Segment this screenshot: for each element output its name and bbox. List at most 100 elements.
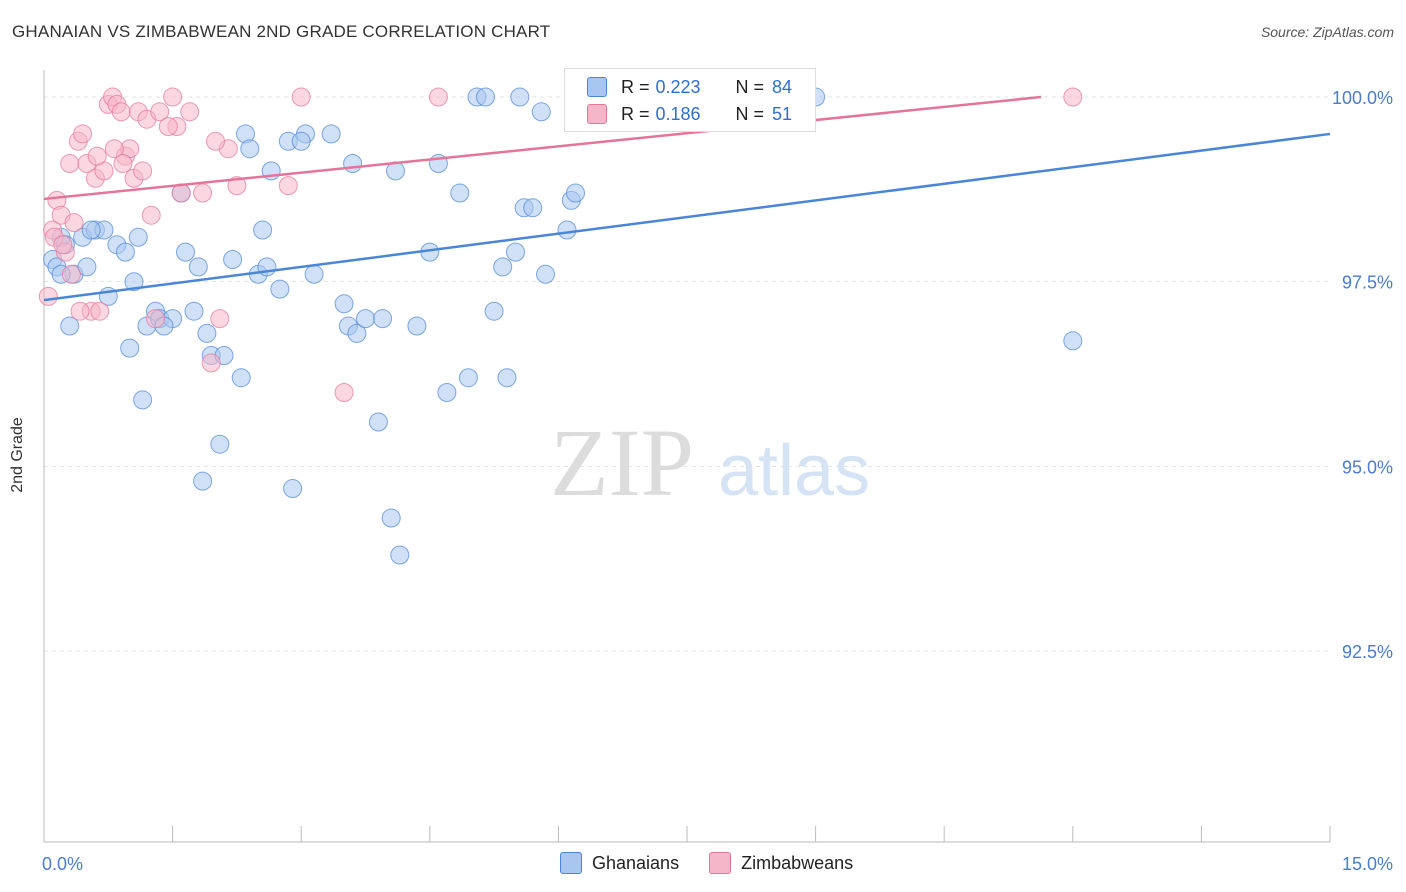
point-zimbabweans xyxy=(146,309,165,329)
point-ghanaians xyxy=(223,250,243,269)
point-ghanaians xyxy=(253,220,273,240)
point-ghanaians xyxy=(536,264,555,284)
series-ghanaians-points xyxy=(43,87,1083,565)
legend-swatch-ghanaians xyxy=(587,77,607,97)
x-tick-marks xyxy=(43,826,1331,842)
y-tick-labels: 100.0% 97.5% 95.0% 92.5% xyxy=(1332,88,1393,662)
point-zimbabweans xyxy=(334,383,354,402)
point-ghanaians xyxy=(270,279,290,299)
point-ghanaians xyxy=(356,309,375,329)
point-ghanaians xyxy=(115,242,135,262)
point-ghanaians xyxy=(81,220,101,240)
stats-legend: R = 0.223 N = 84 R = 0.186 N = 51 xyxy=(564,68,816,132)
point-ghanaians xyxy=(133,390,153,410)
legend-item-zimbabweans[interactable]: Zimbabweans xyxy=(709,852,853,874)
series-legend: Ghanaians Zimbabweans xyxy=(560,852,883,874)
point-zimbabweans xyxy=(70,301,90,321)
point-ghanaians xyxy=(506,242,525,262)
legend-row-ghanaians: R = 0.223 N = 84 xyxy=(587,75,792,99)
series-zimbabweans-points xyxy=(38,87,1083,402)
point-ghanaians xyxy=(291,131,311,151)
x-tick-label-min: 0.0% xyxy=(42,854,83,874)
point-ghanaians xyxy=(120,338,140,358)
trend-lines xyxy=(43,95,1331,302)
point-ghanaians xyxy=(184,301,204,321)
point-zimbabweans xyxy=(38,286,58,306)
source-credit: Source: ZipAtlas.com xyxy=(1260,24,1394,40)
legend-label-zimbabweans: Zimbabweans xyxy=(741,852,854,873)
point-ghanaians xyxy=(368,412,388,432)
point-zimbabweans xyxy=(150,102,170,122)
point-ghanaians xyxy=(390,545,410,565)
point-ghanaians xyxy=(476,87,495,107)
point-ghanaians xyxy=(407,316,427,336)
watermark-zip: ZIP xyxy=(550,409,694,516)
point-zimbabweans xyxy=(104,139,124,159)
legend-swatch-zimbabweans xyxy=(587,104,607,124)
point-ghanaians xyxy=(231,368,251,388)
point-zimbabweans xyxy=(61,264,81,284)
point-ghanaians xyxy=(193,471,213,491)
point-zimbabweans xyxy=(53,235,73,255)
point-ghanaians xyxy=(1063,331,1083,351)
point-zimbabweans xyxy=(113,154,133,173)
point-ghanaians xyxy=(510,87,530,107)
legend-swatch-zimbabweans xyxy=(709,852,732,874)
legend-n-label: N = xyxy=(735,103,765,124)
point-ghanaians xyxy=(304,264,324,284)
point-ghanaians xyxy=(458,368,478,388)
x-tick-label-max: 15.0% xyxy=(1342,854,1393,874)
point-ghanaians xyxy=(343,154,363,173)
legend-r-value: 0.223 xyxy=(655,76,701,97)
point-zimbabweans xyxy=(291,87,311,107)
point-ghanaians xyxy=(531,102,551,122)
point-zimbabweans xyxy=(278,176,298,196)
point-zimbabweans xyxy=(133,161,153,181)
chart-title: GHANAIAN VS ZIMBABWEAN 2ND GRADE CORRELA… xyxy=(12,22,551,41)
y-tick-label: 97.5% xyxy=(1342,273,1393,293)
point-ghanaians xyxy=(557,220,577,240)
y-tick-label: 92.5% xyxy=(1342,642,1393,662)
point-zimbabweans xyxy=(141,205,161,225)
point-zimbabweans xyxy=(180,102,200,122)
point-zimbabweans xyxy=(201,353,221,373)
y-tick-label: 100.0% xyxy=(1332,88,1393,108)
legend-row-zimbabweans: R = 0.186 N = 51 xyxy=(587,102,792,126)
trend-line-zimbabweans xyxy=(43,95,1042,201)
legend-swatch-ghanaians xyxy=(560,852,582,874)
legend-item-ghanaians[interactable]: Ghanaians xyxy=(560,852,679,874)
point-ghanaians xyxy=(566,183,585,203)
point-ghanaians xyxy=(128,227,148,247)
legend-n-value: 51 xyxy=(772,103,793,124)
point-ghanaians xyxy=(124,272,144,292)
point-zimbabweans xyxy=(87,146,107,166)
y-tick-label: 95.0% xyxy=(1342,457,1393,477)
point-ghanaians xyxy=(437,383,457,402)
point-zimbabweans xyxy=(64,213,84,233)
point-zimbabweans xyxy=(158,117,178,136)
legend-label-ghanaians: Ghanaians xyxy=(592,852,680,873)
point-ghanaians xyxy=(210,434,230,454)
point-ghanaians xyxy=(240,139,260,159)
trend-line-ghanaians xyxy=(43,132,1331,302)
point-zimbabweans xyxy=(60,154,80,173)
point-zimbabweans xyxy=(90,301,110,321)
point-ghanaians xyxy=(283,479,303,498)
point-zimbabweans xyxy=(210,309,230,329)
point-zimbabweans xyxy=(163,87,183,107)
point-zimbabweans xyxy=(428,87,448,107)
point-ghanaians xyxy=(347,323,367,343)
point-ghanaians xyxy=(197,323,217,343)
point-zimbabweans xyxy=(206,131,225,151)
legend-n-label: N = xyxy=(735,76,765,97)
point-ghanaians xyxy=(188,257,208,277)
point-ghanaians xyxy=(497,368,517,388)
point-ghanaians xyxy=(373,309,393,329)
point-ghanaians xyxy=(523,198,543,218)
point-zimbabweans xyxy=(111,102,131,122)
point-ghanaians xyxy=(60,316,80,336)
point-zimbabweans xyxy=(1063,87,1083,107)
point-ghanaians xyxy=(450,183,470,203)
point-ghanaians xyxy=(77,257,97,277)
